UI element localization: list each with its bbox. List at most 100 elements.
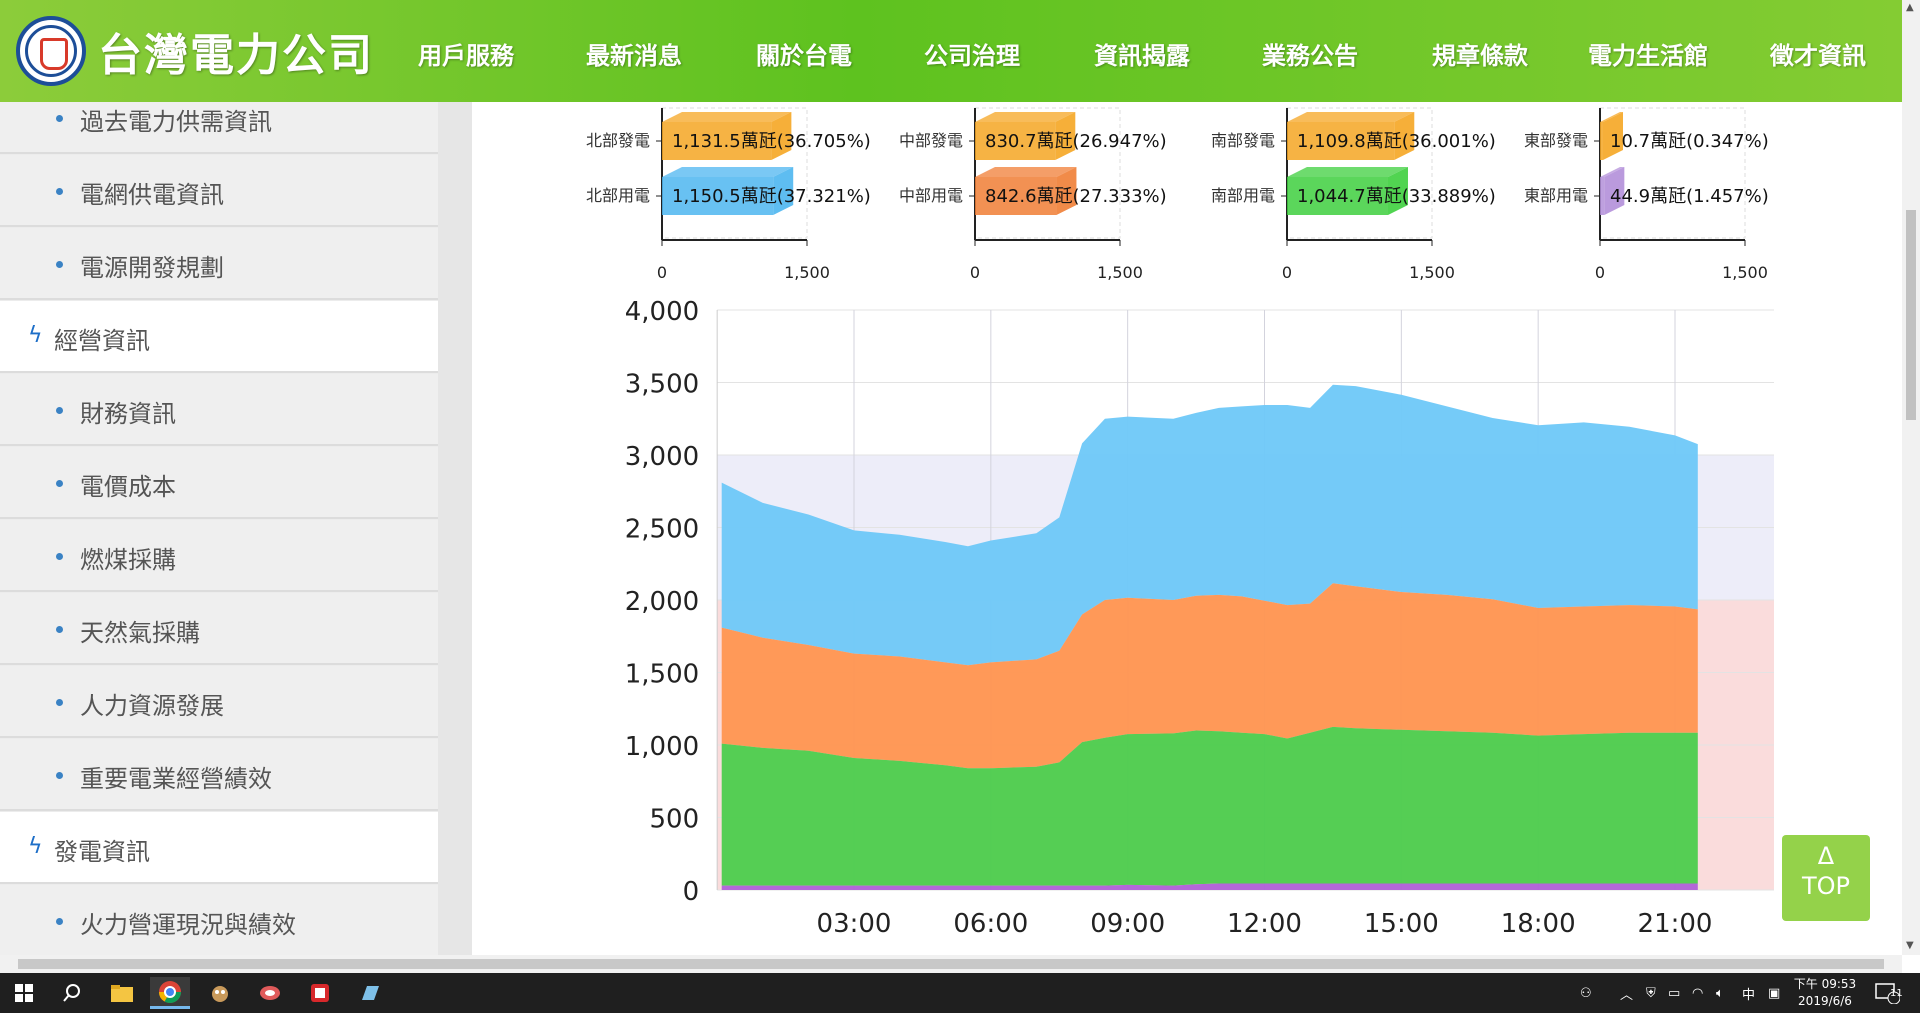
data-label: 1,109.8萬瓩(36.001%) <box>1297 131 1496 152</box>
vertical-scrollbar[interactable]: ▲ ▼ <box>1902 0 1920 955</box>
y-tick-label: 2,500 <box>625 515 699 545</box>
sidebar-item-tariff-cost[interactable]: 電價成本 <box>0 447 438 519</box>
bar-top-face <box>1600 112 1623 122</box>
ime-mode-icon[interactable]: ▣ <box>1768 985 1781 1001</box>
category-label: 中部用電 <box>899 186 963 205</box>
bullet-icon <box>56 480 63 487</box>
sidebar-item-grid-supply[interactable]: 電網供電資訊 <box>0 155 438 227</box>
lightning-icon: ϟ <box>28 834 43 859</box>
bar-北部發電 <box>662 122 772 160</box>
bullet-icon <box>56 626 63 633</box>
taipower-emblem-icon <box>16 16 86 86</box>
bullet-icon <box>56 918 63 925</box>
bar-top-face <box>975 167 1077 177</box>
nav-user-services[interactable]: 用戶服務 <box>418 42 514 70</box>
x-tick-label: 12:00 <box>1227 909 1302 939</box>
x-tick-label: 21:00 <box>1638 909 1713 939</box>
back-to-top-button[interactable]: Δ TOP <box>1782 835 1870 921</box>
nav-announcements[interactable]: 業務公告 <box>1262 42 1358 70</box>
bar-top-face <box>662 167 794 177</box>
sidebar-item-coal[interactable]: 燃煤採購 <box>0 520 438 592</box>
windows-start-icon[interactable] <box>4 977 44 1009</box>
sidebar-gutter <box>438 102 472 955</box>
y-tick-label: 0 <box>683 877 700 907</box>
nav-about[interactable]: 關於台電 <box>756 42 852 70</box>
x-tick-label: 1,500 <box>1722 263 1768 282</box>
chrome-icon[interactable] <box>150 977 190 1009</box>
scroll-down-icon[interactable]: ▼ <box>1906 940 1914 951</box>
search-icon[interactable] <box>52 977 92 1009</box>
x-tick-label: 1,500 <box>1097 263 1143 282</box>
sidebar-item-past-power-supply[interactable]: 過去電力供需資訊 <box>0 102 438 154</box>
app-icon-4[interactable] <box>350 977 390 1009</box>
nav-disclosure[interactable]: 資訊揭露 <box>1094 42 1190 70</box>
volume-icon[interactable]: 🔈︎ <box>1716 985 1724 1001</box>
nav-governance[interactable]: 公司治理 <box>924 42 1020 70</box>
app-icon-3[interactable] <box>300 977 340 1009</box>
bullet-icon <box>56 772 63 779</box>
y-tick-label: 1,500 <box>625 660 699 690</box>
windows-taskbar: ⚇ ︿ ⛨ ▭ ◠ 🔈︎ 中 ▣ 下午 09:53 2019/6/6 11 <box>0 973 1920 1013</box>
logo[interactable]: 台灣電力公司 <box>16 16 374 86</box>
y-tick-label: 2,000 <box>625 587 699 617</box>
scroll-up-icon[interactable]: ▲ <box>1906 2 1914 13</box>
nav-careers[interactable]: 徵才資訊 <box>1770 42 1866 70</box>
horizontal-scroll-thumb[interactable] <box>18 959 1884 969</box>
sidebar-category-operations[interactable]: ϟ 經營資訊 <box>0 301 438 373</box>
x-tick-label: 18:00 <box>1501 909 1576 939</box>
battery-icon[interactable]: ▭ <box>1668 985 1681 1001</box>
taskbar-clock[interactable]: 下午 09:53 2019/6/6 <box>1790 976 1860 1010</box>
category-label: 南部發電 <box>1211 131 1275 150</box>
notification-count: 11 <box>1890 987 1903 999</box>
bullet-icon <box>56 407 63 414</box>
people-icon[interactable]: ⚇ <box>1580 985 1592 1001</box>
x-tick-label: 0 <box>657 263 667 282</box>
data-label: 1,044.7萬瓩(33.889%) <box>1297 186 1496 207</box>
data-label: 1,150.5萬瓩(37.321%) <box>672 186 871 207</box>
ime-indicator[interactable]: 中 <box>1742 987 1756 1003</box>
bar-top-face <box>1600 167 1625 177</box>
x-tick-label: 0 <box>970 263 980 282</box>
sidebar-item-hr[interactable]: 人力資源發展 <box>0 666 438 738</box>
sidebar-category-generation[interactable]: ϟ 發電資訊 <box>0 812 438 884</box>
lightning-icon: ϟ <box>28 323 43 348</box>
nav-power-life[interactable]: 電力生活館 <box>1588 42 1708 70</box>
notification-icon[interactable] <box>1874 973 1900 1013</box>
area-series-2 <box>721 583 1698 769</box>
sidebar-item-performance[interactable]: 重要電業經營績效 <box>0 739 438 811</box>
nav-regulations[interactable]: 規章條款 <box>1432 42 1528 70</box>
data-label: 842.6萬瓩(27.333%) <box>985 186 1167 207</box>
x-tick-label: 09:00 <box>1090 909 1165 939</box>
sidebar-item-gas[interactable]: 天然氣採購 <box>0 593 438 665</box>
category-label: 北部用電 <box>586 186 650 205</box>
sidebar-item-thermal[interactable]: 火力營運現況與績效 <box>0 885 438 955</box>
clock-date: 2019/6/6 <box>1798 994 1852 1008</box>
tray-security-icon[interactable]: ⛨ <box>1646 985 1656 1001</box>
nav-news[interactable]: 最新消息 <box>586 42 682 70</box>
bar-中部用電 <box>975 177 1057 215</box>
bar-side-face <box>1055 112 1076 160</box>
sidebar-item-power-development[interactable]: 電源開發規劃 <box>0 228 438 300</box>
logo-text: 台灣電力公司 <box>98 30 374 81</box>
bar-top-face <box>1287 167 1408 177</box>
app-icon[interactable] <box>200 977 240 1009</box>
bar-side-face <box>771 112 792 160</box>
file-explorer-icon[interactable] <box>102 977 142 1009</box>
y-tick-label: 3,500 <box>625 370 699 400</box>
app-icon-2[interactable] <box>250 977 290 1009</box>
vertical-scroll-thumb[interactable] <box>1906 210 1916 420</box>
wifi-icon[interactable]: ◠ <box>1692 985 1704 1001</box>
bar-side-face <box>1604 167 1625 215</box>
area-series-1 <box>721 726 1698 886</box>
horizontal-scrollbar[interactable] <box>0 955 1902 973</box>
bar-top-face <box>662 112 792 122</box>
bar-side-face <box>773 167 794 215</box>
x-tick-label: 03:00 <box>817 909 892 939</box>
x-tick-label: 06:00 <box>953 909 1028 939</box>
category-label: 東部用電 <box>1524 186 1588 205</box>
tray-expand-icon[interactable]: ︿ <box>1620 987 1634 1003</box>
bar-東部發電 <box>1600 122 1603 160</box>
bar-中部發電 <box>975 122 1056 160</box>
bar-top-face <box>1287 112 1415 122</box>
sidebar-item-finance[interactable]: 財務資訊 <box>0 374 438 446</box>
